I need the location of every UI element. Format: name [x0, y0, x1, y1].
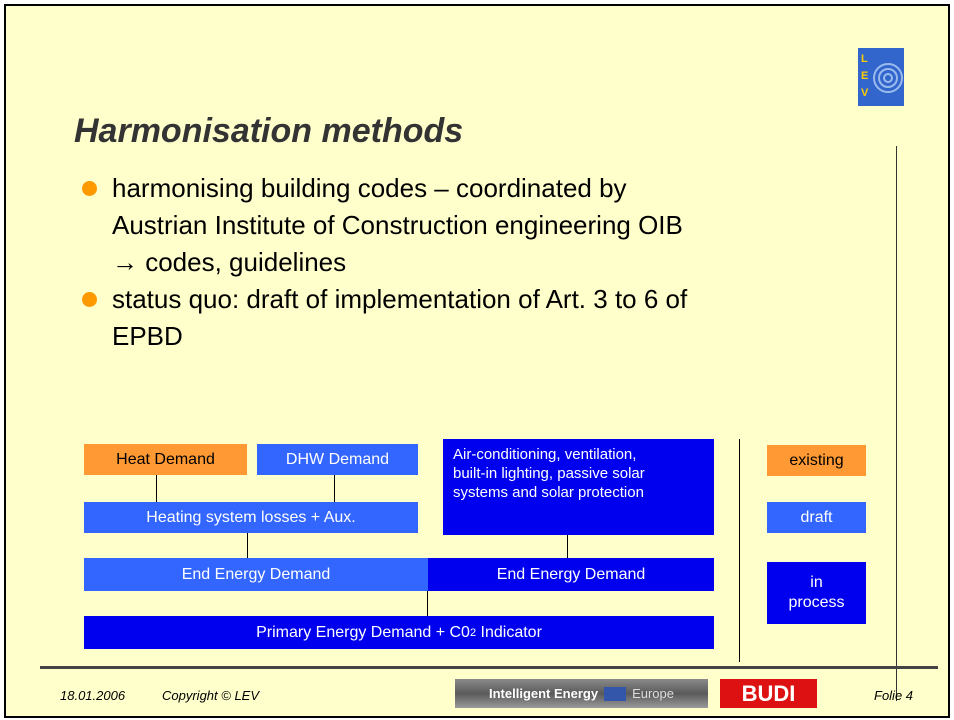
- dhw-demand-box: DHW Demand: [257, 444, 418, 475]
- bullet-line: Austrian Institute of Construction engin…: [112, 210, 683, 240]
- connector: [427, 591, 428, 616]
- box-text: Indicator: [476, 623, 542, 641]
- end-energy-box: End Energy Demand: [428, 558, 714, 591]
- box-line: systems and solar protection: [453, 484, 644, 501]
- lev-letters: LEV: [861, 53, 869, 99]
- separator: [739, 439, 740, 662]
- legend-draft: draft: [767, 502, 866, 533]
- heating-losses-box: Heating system losses + Aux.: [84, 502, 418, 533]
- legend-in-process: in process: [767, 562, 866, 624]
- footer-rule: [40, 666, 938, 669]
- box-subscript: 2: [469, 626, 477, 639]
- logo-text: Europe: [632, 686, 674, 701]
- footer-page: Folie 4: [874, 688, 914, 703]
- eu-flag: [604, 686, 627, 701]
- legend-line: process: [788, 594, 845, 611]
- connector: [334, 475, 335, 502]
- connector: [156, 475, 157, 502]
- slide-title: Harmonisation methods: [74, 112, 464, 150]
- lev-logo: LEV: [858, 48, 904, 106]
- heat-demand-box: Heat Demand: [84, 444, 247, 475]
- right-rule: [896, 146, 897, 701]
- bullet-line: EPBD: [112, 321, 183, 351]
- bullet-dot: [82, 181, 97, 196]
- footer-date: 18.01.2006: [60, 688, 126, 703]
- primary-energy-box: Primary Energy Demand + C0 2 Indicator: [84, 616, 714, 649]
- footer-copyright: Copyright © LEV: [162, 688, 260, 703]
- bullet-line: harmonising building codes – coordinated…: [112, 173, 627, 203]
- logo-text: Intelligent Energy: [489, 686, 599, 701]
- box-line: Air-conditioning, ventilation,: [453, 446, 637, 463]
- legend-line: in: [810, 574, 823, 591]
- budi-logo: BUDI: [720, 679, 817, 708]
- bullet-line: → codes, guidelines: [112, 247, 347, 277]
- connector: [567, 535, 568, 558]
- end-energy-box: End Energy Demand: [84, 558, 428, 591]
- connector: [247, 533, 248, 558]
- bullet-dot: [82, 292, 97, 307]
- air-conditioning-box: Air-conditioning, ventilation, built-in …: [443, 439, 714, 535]
- box-text: Primary Energy Demand + C0: [256, 623, 470, 641]
- intelligent-energy-logo: Intelligent Energy Europe: [455, 679, 708, 708]
- box-line: built-in lighting, passive solar: [453, 465, 645, 482]
- lev-logo-art: [873, 63, 903, 93]
- bullet-line: status quo: draft of implementation of A…: [112, 284, 688, 314]
- legend-existing: existing: [767, 445, 866, 476]
- slide: LEV Harmonisation methods harmonising bu…: [4, 4, 950, 718]
